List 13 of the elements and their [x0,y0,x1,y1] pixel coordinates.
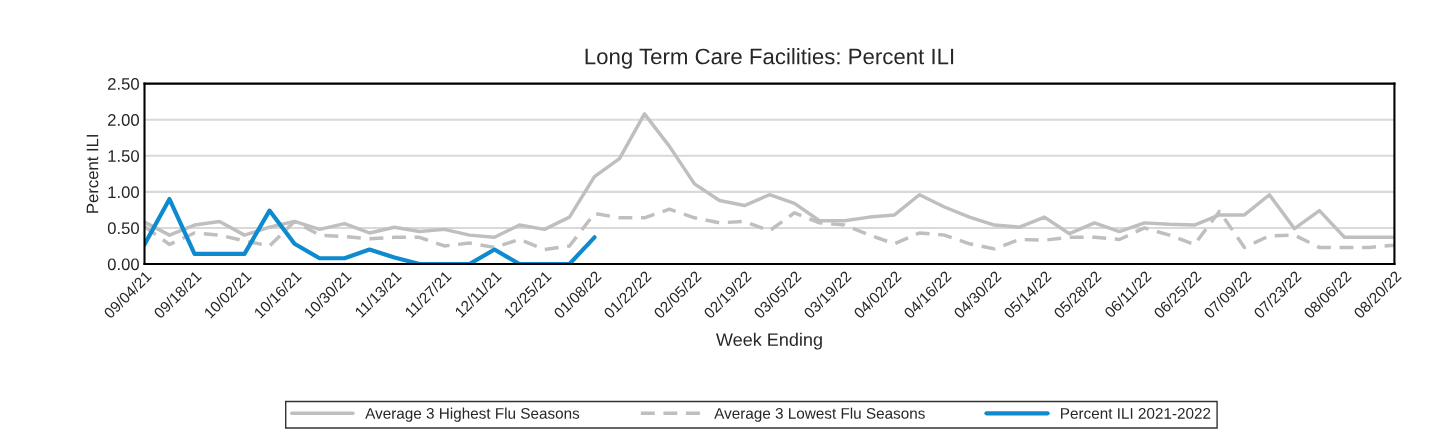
legend-label: Average 3 Lowest Flu Seasons [714,407,925,422]
y-tick-label: 1.50 [108,150,139,162]
legend-label: Percent ILI 2021-2022 [1061,408,1211,419]
line-series [144,196,597,264]
legend-label: Average 3 Highest Flu Seasons [365,407,580,422]
y-tick-label: 0.50 [107,222,139,235]
y-axis-title: Percent ILI [86,135,99,213]
y-tick-label: 0.00 [107,258,139,271]
y-tick-label: 2.50 [108,78,139,90]
x-axis-title: Week Ending [716,332,822,350]
chart-title: Long Term Care Facilities: Percent ILI [585,48,954,69]
y-tick-label: 2.00 [108,114,139,126]
y-tick-label: 1.00 [108,186,139,199]
